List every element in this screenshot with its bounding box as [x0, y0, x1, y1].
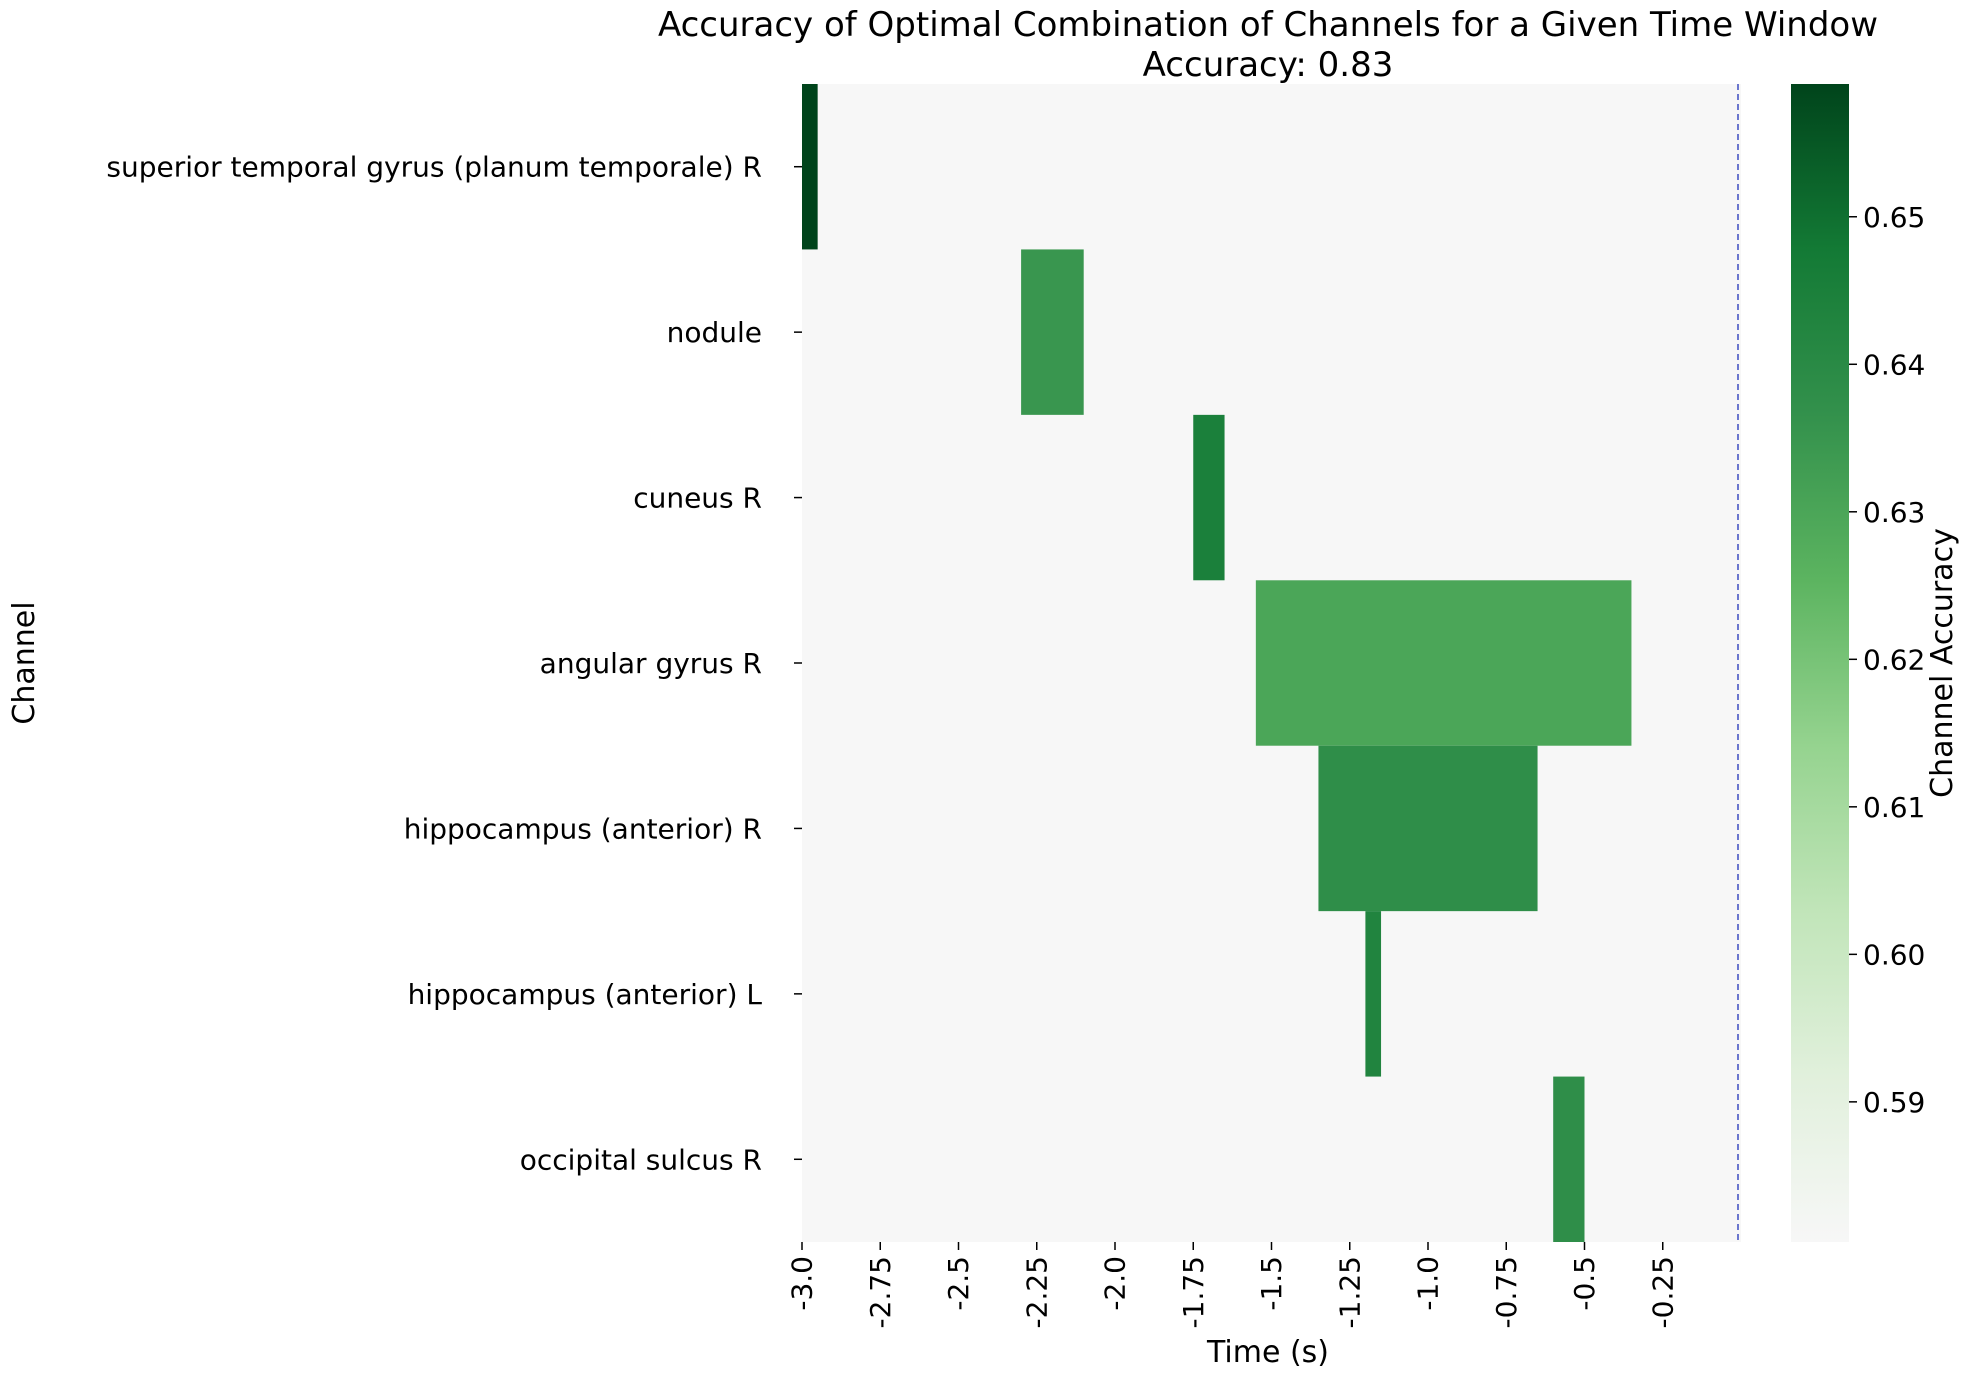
x-tick-label: -1.25: [1333, 1256, 1366, 1328]
x-tick-label: -0.25: [1646, 1256, 1679, 1328]
x-tick-label: -0.75: [1490, 1256, 1523, 1328]
y-tick-label: angular gyrus R: [540, 647, 762, 680]
x-tick-label: -2.75: [864, 1256, 897, 1328]
y-axis: superior temporal gyrus (planum temporal…: [106, 151, 802, 1176]
heatmap-cells: [802, 84, 1632, 1242]
y-tick-label: superior temporal gyrus (planum temporal…: [106, 151, 762, 184]
heatmap-cell: [1021, 249, 1084, 415]
x-tick-label: -1.75: [1177, 1256, 1210, 1328]
x-tick-label: -2.5: [942, 1256, 975, 1311]
colorbar-tick-label: 0.59: [1863, 1086, 1925, 1119]
colorbar-tick-label: 0.60: [1863, 938, 1925, 971]
colorbar-axis: 0.59 0.60 0.61 0.62 0.63 0.64 0.65: [1849, 201, 1925, 1119]
y-tick-label: cuneus R: [633, 482, 762, 515]
colorbar: [1791, 84, 1849, 1242]
y-tick-label: occipital sulcus R: [520, 1143, 762, 1176]
colorbar-tick-label: 0.62: [1863, 643, 1925, 676]
heatmap-cell: [802, 84, 818, 250]
heatmap-cell: [1193, 414, 1225, 581]
colorbar-tick-label: 0.63: [1863, 496, 1925, 529]
colorbar-tick-label: 0.64: [1863, 348, 1925, 381]
heatmap-cell: [1255, 580, 1632, 746]
x-tick-label: -2.0: [1099, 1256, 1132, 1311]
y-axis-label: Channel: [7, 601, 42, 724]
x-axis-label: Time (s): [1206, 1335, 1329, 1370]
y-tick-label: hippocampus (anterior) R: [404, 812, 762, 845]
heatmap-cell: [1318, 745, 1538, 912]
colorbar-tick-label: 0.61: [1863, 791, 1925, 824]
colorbar-label: Channel Accuracy: [1925, 528, 1960, 798]
y-tick-label: hippocampus (anterior) L: [408, 978, 763, 1011]
x-tick-label: -3.0: [786, 1256, 819, 1311]
chart-subtitle: Accuracy: 0.83: [1143, 45, 1394, 85]
x-tick-label: -2.25: [1020, 1256, 1053, 1328]
x-tick-label: -1.0: [1412, 1256, 1445, 1311]
colorbar-tick-label: 0.65: [1863, 201, 1925, 234]
chart-title: Accuracy of Optimal Combination of Chann…: [658, 5, 1878, 45]
y-tick-label: nodule: [667, 316, 762, 349]
heatmap-cell: [1553, 1076, 1585, 1242]
x-axis: -3.0 -2.75 -2.5 -2.25 -2.0 -1.75 -1.5 -1.25 -1.0…: [786, 1242, 1679, 1328]
x-tick-label: -0.5: [1568, 1256, 1601, 1311]
x-tick-label: -1.5: [1255, 1256, 1288, 1311]
heatmap-cell: [1365, 911, 1382, 1077]
